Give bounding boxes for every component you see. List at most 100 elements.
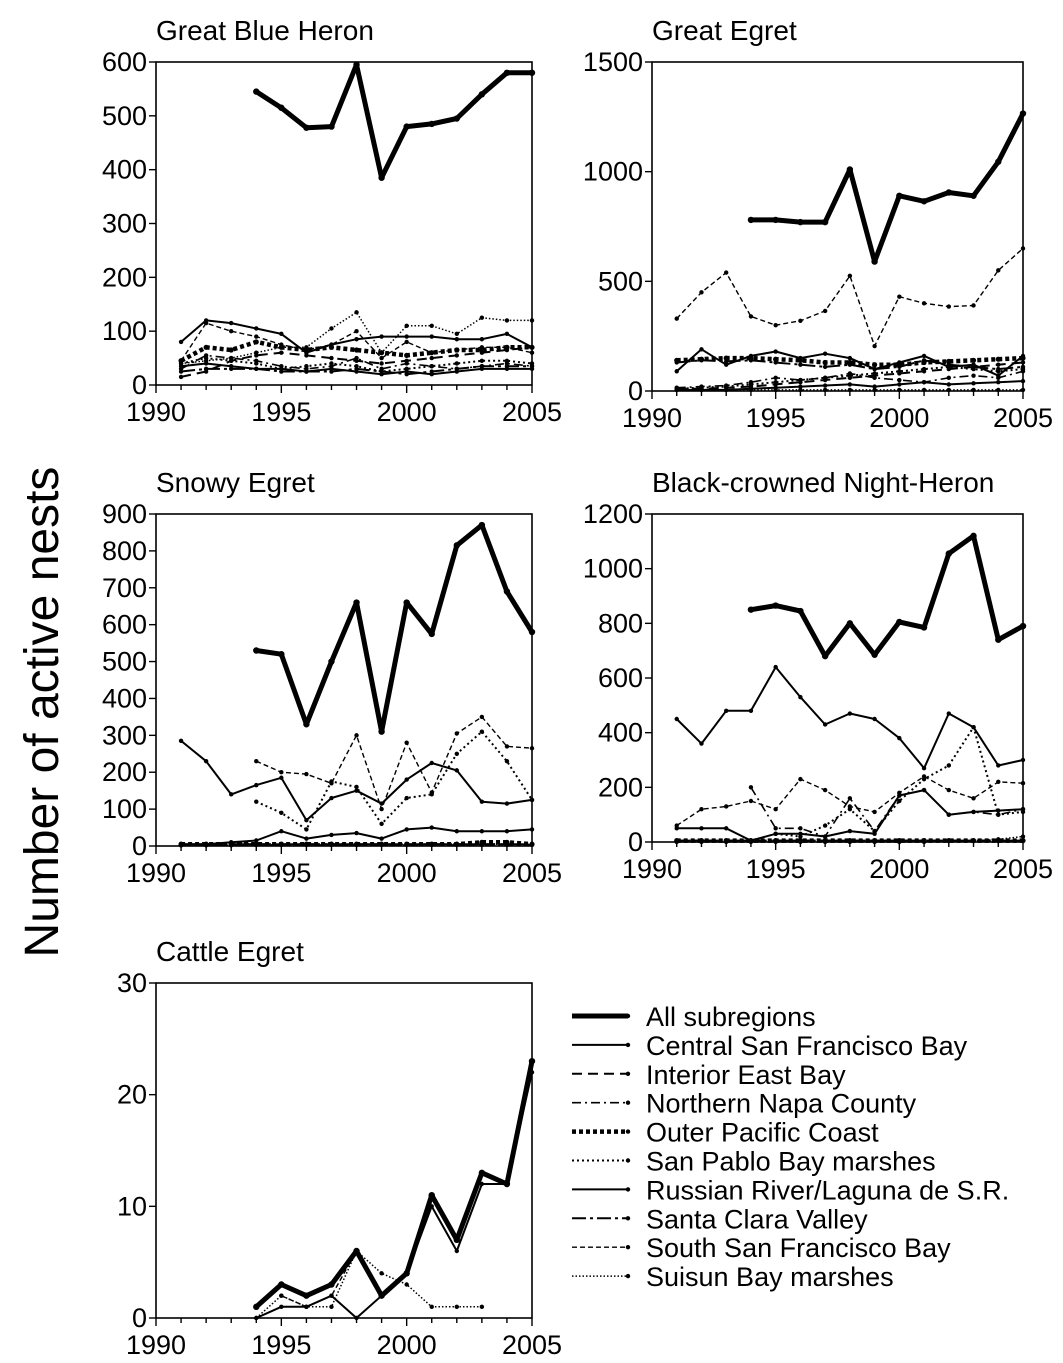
chart-title: Cattle Egret [156,936,304,967]
y-tick-label: 500 [102,101,147,131]
data-point [354,310,359,315]
y-tick-label: 300 [102,209,147,239]
data-point [996,812,1001,817]
y-tick-label: 1500 [583,47,643,77]
y-tick-label: 600 [598,663,643,693]
data-point [699,358,704,363]
data-point [996,808,1001,813]
data-point [674,823,679,828]
data-point [479,363,485,369]
data-point [1020,757,1026,763]
data-point [429,825,434,830]
data-point [229,320,234,326]
x-tick-label: 2000 [869,403,929,433]
data-point [921,774,927,779]
y-tick-label: 30 [117,968,147,998]
data-point [699,290,704,295]
data-point [946,763,951,768]
data-point [945,550,952,557]
series-line [181,311,532,365]
series-south-san-francisco-bay [254,714,535,812]
data-point [229,840,234,845]
y-tick-label: 800 [102,536,147,566]
series-line [675,666,1024,770]
data-point [748,785,754,790]
data-point [479,337,485,342]
legend-item-russian-river-laguna-de-s-r: Russian River/Laguna de S.R. [572,1175,1009,1205]
y-tick-label: 10 [117,1191,147,1221]
data-point [971,381,976,386]
series-suisun-bay-marshes [178,840,535,848]
data-point [897,790,902,795]
x-tick-label: 1995 [251,397,311,427]
data-point [504,801,510,806]
y-tick-label: 400 [102,683,147,713]
series-line [180,354,533,370]
data-point [921,366,927,372]
legend-marker [625,1273,631,1279]
x-tick-label: 2000 [377,858,437,888]
data-point [278,104,285,111]
data-point [454,337,459,342]
data-point [946,304,951,309]
series-line [676,775,1024,827]
data-point [353,61,360,68]
data-point [798,839,803,845]
data-point [504,841,510,847]
data-point [897,798,902,804]
data-point [504,363,510,369]
data-point [504,345,510,350]
data-point [254,841,259,847]
y-tick-label: 1200 [583,499,643,529]
series-south-san-francisco-bay [279,1248,384,1310]
data-point [529,363,535,369]
data-point [1020,807,1026,812]
data-point [279,1293,284,1298]
series-line [281,1250,383,1308]
chart-panel-great-blue-heron: Great Blue Heron 1990 1995 2000 2005 0 100 200 3… [102,15,562,427]
data-point [724,359,729,364]
data-point [279,345,284,350]
series-russian-river-laguna-de-s-r [674,787,1026,843]
x-tick-label: 2000 [377,397,437,427]
x-tick-label: 1990 [622,854,682,884]
legend-marker [625,1129,631,1134]
data-point [529,344,535,350]
data-point [478,521,486,529]
y-tick-label: 400 [598,718,643,748]
chart-panel-great-egret: Great Egret 1990 1995 2000 2005 0 500 1000 1500 [583,15,1053,433]
data-point [946,787,951,793]
data-point [229,355,234,361]
data-point [822,351,828,356]
data-point [203,758,209,764]
series-line [775,726,1024,838]
x-tick-label: 2005 [993,854,1053,884]
data-point [871,651,878,658]
y-tick-label: 0 [628,827,643,857]
data-point [897,294,902,299]
data-point [178,361,184,366]
y-tick-label: 0 [132,370,147,400]
data-point [279,350,284,355]
series-south-san-francisco-bay [674,246,1026,349]
data-point [921,358,927,363]
data-point [203,344,209,350]
data-point [353,347,360,353]
data-point [996,387,1001,393]
data-point [821,652,829,660]
data-point [403,123,410,130]
data-point [378,728,385,735]
data-point [996,362,1001,367]
chart-title: Great Egret [652,15,797,46]
legend-item-santa-clara-valley: Santa Clara Valley [572,1204,868,1234]
data-point [329,361,334,366]
data-point [897,377,902,383]
data-point [847,839,853,845]
data-point [478,91,486,98]
x-tick-label: 2000 [377,1330,437,1360]
data-point [724,804,729,809]
data-point [329,355,334,361]
data-point [279,810,284,815]
data-point [379,355,384,361]
